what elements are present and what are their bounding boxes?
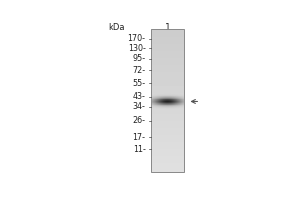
Text: 170-: 170- bbox=[128, 34, 146, 43]
Bar bbox=[152, 29, 184, 172]
Text: 55-: 55- bbox=[133, 79, 146, 88]
Text: 17-: 17- bbox=[133, 133, 146, 142]
Text: 11-: 11- bbox=[133, 145, 146, 154]
Text: 34-: 34- bbox=[133, 102, 146, 111]
Text: kDa: kDa bbox=[108, 23, 125, 32]
Text: 43-: 43- bbox=[133, 92, 146, 101]
Text: 130-: 130- bbox=[128, 44, 146, 53]
Text: 72-: 72- bbox=[133, 66, 146, 75]
Text: 1: 1 bbox=[165, 23, 171, 32]
Text: 95-: 95- bbox=[133, 54, 146, 63]
Text: 26-: 26- bbox=[133, 116, 146, 125]
